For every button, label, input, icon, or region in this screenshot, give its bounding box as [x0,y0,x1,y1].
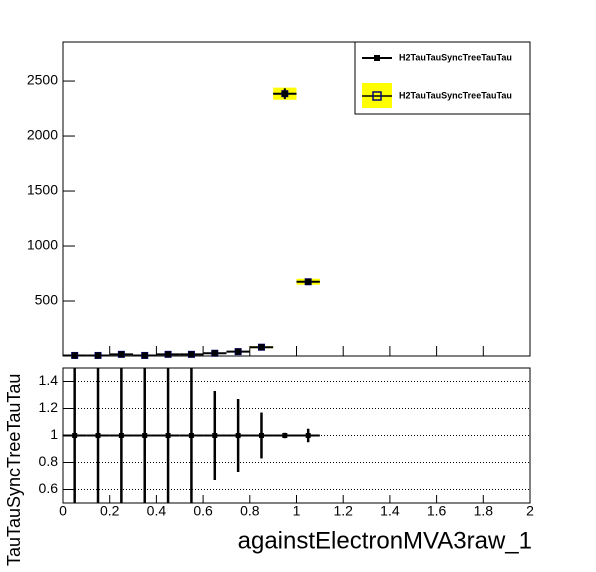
legend-label: H2TauTauSyncTreeTauTau [399,90,512,100]
marker [281,90,288,97]
y-tick-label: 1.4 [39,372,59,388]
x-tick-label: 2 [526,503,534,519]
y-tick-label: 0.8 [39,453,59,469]
marker [165,351,172,358]
marker [188,351,195,358]
marker [118,351,125,358]
ratio-points [63,368,320,503]
x-tick-label: 0.6 [193,503,213,519]
y-tick-label: 2500 [27,72,58,88]
marker [235,433,241,438]
y-tick-label: 2000 [27,127,58,143]
x-axis-title: againstElectronMVA3raw_1 [238,527,532,554]
x-tick-label: 1.6 [427,503,447,519]
legend-label: H2TauTauSyncTreeTauTau [399,52,512,62]
marker [71,352,78,359]
y-tick-label: 1000 [27,237,58,253]
marker [188,433,194,438]
marker [258,433,264,438]
legend-marker [374,55,380,61]
marker [142,433,148,438]
marker [212,433,218,438]
marker [95,352,102,359]
marker [235,348,242,355]
y-axis-title: TauTauSyncTreeTauTau [4,374,24,566]
marker [141,352,148,359]
x-tick-label: 0.8 [240,503,260,519]
marker [305,278,312,285]
marker [165,433,171,438]
marker [282,433,288,438]
y-tick-label: 500 [35,292,59,308]
x-tick-label: 1 [293,503,301,519]
x-tick-label: 0 [59,503,67,519]
x-tick-label: 0.4 [147,503,167,519]
marker [118,433,124,438]
marker [305,433,311,438]
x-tick-label: 1.2 [333,503,353,519]
marker [95,433,101,438]
y-tick-label: 1 [50,426,58,442]
y-tick-label: 1.2 [39,399,59,415]
legend-marker [372,91,382,101]
marker [72,433,78,438]
marker [211,350,218,357]
marker [258,344,265,351]
y-tick-label: 1500 [27,182,58,198]
y-tick-label: 0.6 [39,480,59,496]
x-tick-label: 0.2 [100,503,120,519]
x-tick-label: 1.4 [380,503,400,519]
x-tick-label: 1.8 [474,503,494,519]
